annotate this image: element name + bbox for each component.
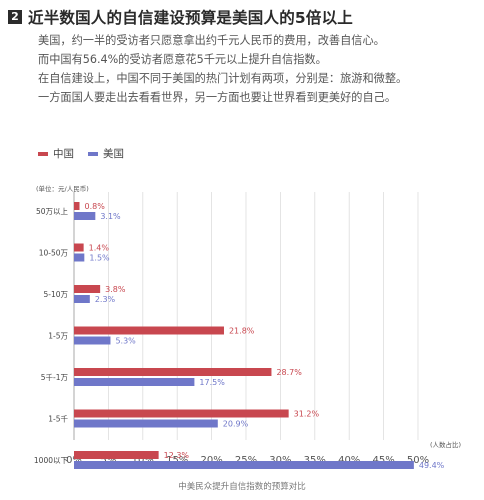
data-label: 5.3% [115, 337, 136, 346]
x-tick-label: 5% [100, 455, 116, 466]
bar-china [74, 451, 159, 459]
data-label: 3.1% [100, 212, 121, 221]
category-label: 10-50万 [39, 249, 69, 258]
bar-usa [74, 212, 96, 220]
bar-usa [74, 419, 218, 428]
bar-usa [74, 378, 195, 386]
bar-usa [74, 253, 85, 262]
intro-line: 而中国有56.4%的受访者愿意花5千元以上提升自信指数。 [38, 53, 327, 66]
x-tick-label: 30% [269, 455, 291, 466]
data-label: 20.9% [223, 420, 249, 429]
category-label: 1000以下 [34, 456, 69, 465]
bar-usa [74, 461, 414, 469]
category-label: 1-5万 [48, 332, 68, 341]
bar-china [74, 243, 84, 252]
data-label: 28.7% [276, 368, 302, 377]
category-label: 5千-1万 [41, 372, 69, 382]
data-label: 31.2% [294, 410, 320, 419]
x-tick-label: 35% [304, 455, 326, 466]
data-label: 17.5% [199, 378, 225, 387]
page-title: 近半数国人的自信建设预算是美国人的5倍以上 [28, 9, 353, 27]
legend-swatch-usa [88, 151, 98, 156]
axis-note: (人数占比) [430, 441, 462, 449]
x-tick-label: 50% [407, 455, 429, 466]
x-tick-label: 15% [166, 455, 188, 466]
bar-usa [74, 336, 111, 345]
intro-paragraph: 美国，约一半的受访者只愿意拿出约千元人民币的费用，改善自信心。 而中国有56.4… [38, 31, 478, 107]
category-label: 1-5千 [48, 414, 68, 424]
chart-caption: 中美民众提升自信指数的预算对比 [178, 482, 306, 492]
data-label: 21.8% [229, 327, 255, 336]
bar-china [74, 368, 272, 376]
x-tick-label: 20% [200, 455, 222, 466]
bar-china [74, 409, 289, 418]
data-label: 1.4% [89, 244, 110, 253]
data-label: 1.5% [89, 254, 110, 263]
bar-usa [74, 295, 90, 303]
x-tick-label: 0% [66, 455, 82, 466]
legend-swatch-china [38, 151, 48, 156]
legend-item-usa: 美国 [88, 146, 124, 161]
category-label: 50万以上 [36, 207, 69, 216]
x-tick-label: 10% [132, 455, 154, 466]
title-row: 2 近半数国人的自信建设预算是美国人的5倍以上 [8, 6, 353, 28]
data-label: 12.3% [164, 451, 190, 460]
intro-line: 在自信建设上，中国不同于美国的热门计划有两项，分别是：旅游和微整。 [38, 72, 408, 85]
chart-legend: 中国 美国 [38, 146, 124, 161]
intro-line: 一方面国人要走出去看看世界，另一方面也要让世界看到更美好的自己。 [38, 91, 397, 104]
bar-china [74, 285, 101, 293]
bar-china [74, 326, 224, 335]
x-tick-label: 25% [235, 455, 257, 466]
data-label: 49.4% [419, 461, 445, 470]
legend-item-china: 中国 [38, 146, 74, 161]
x-tick-label: 40% [338, 455, 360, 466]
data-label: 2.3% [95, 295, 116, 304]
legend-label-usa: 美国 [103, 148, 124, 160]
category-label: 5-10万 [43, 290, 68, 299]
legend-label-china: 中国 [53, 148, 74, 160]
section-number: 2 [8, 10, 22, 24]
data-label: 0.8% [85, 202, 106, 211]
x-tick-label: 45% [372, 455, 394, 466]
unit-label: (单位：元/人民币) [36, 185, 89, 193]
intro-line: 美国，约一半的受访者只愿意拿出约千元人民币的费用，改善自信心。 [38, 34, 385, 47]
data-label: 3.8% [105, 285, 126, 294]
bar-china [74, 202, 80, 210]
